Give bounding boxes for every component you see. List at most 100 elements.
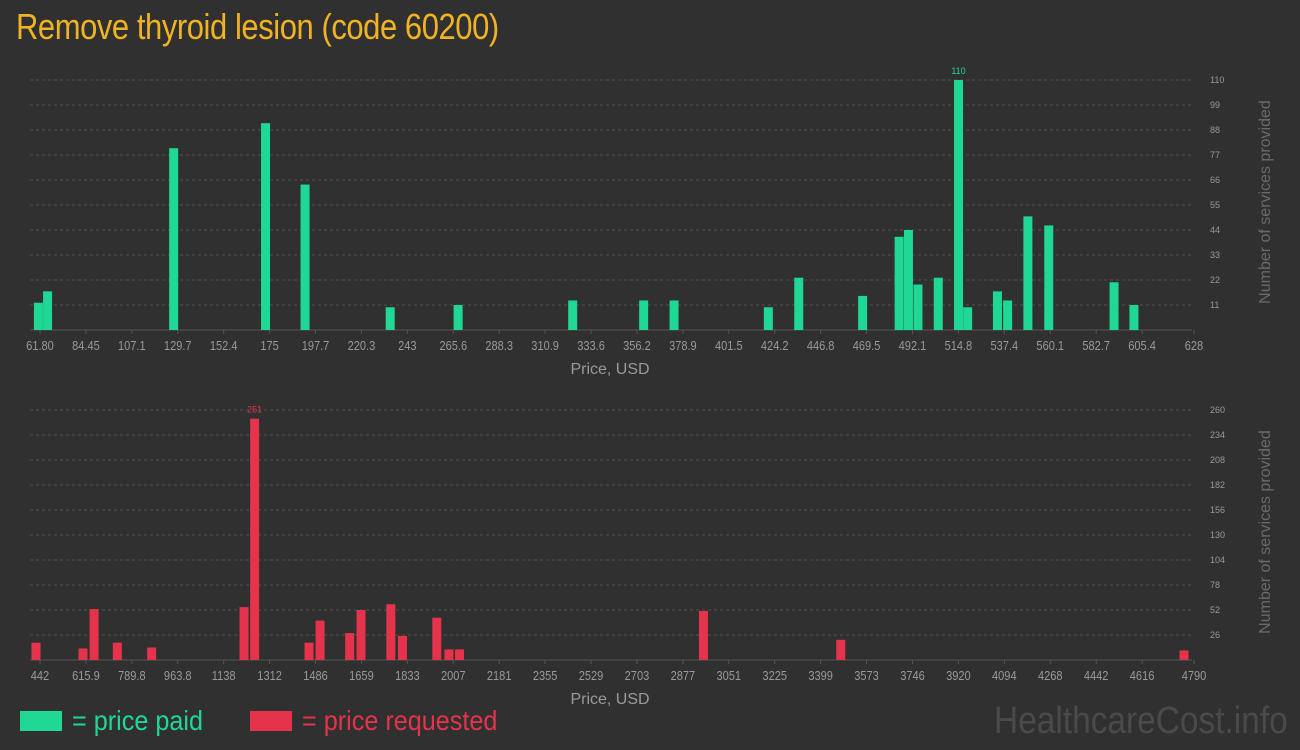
paid-x-tick-label: 356.2 [623,338,651,353]
requested-y-tick-label: 260 [1210,405,1225,415]
paid-x-tick-label: 446.8 [807,338,835,353]
paid-bar [858,295,868,330]
requested-x-tick-label: 1486 [303,668,328,683]
paid-bar [1044,225,1054,330]
page-title: Remove thyroid lesion (code 60200) [16,6,499,47]
paid-bar [992,291,1002,330]
paid-y-tick-label: 66 [1210,175,1220,185]
paid-bar [1109,282,1119,330]
requested-bar [345,633,355,660]
requested-x-tick-label: 3225 [762,668,787,683]
requested-bar [239,607,249,660]
paid-y-tick-label: 77 [1210,150,1220,160]
requested-bar [147,647,157,660]
paid-x-tick-label: 492.1 [899,338,927,353]
paid-x-tick-label: 333.6 [577,338,605,353]
paid-x-tick-label: 424.2 [761,338,789,353]
requested-bar [112,642,122,660]
requested-bar [1179,650,1189,660]
requested-x-tick-label: 789.8 [118,668,146,683]
requested-y-tick-label: 26 [1210,630,1220,640]
paid-bar [763,307,773,330]
requested-x-tick-label: 2877 [671,668,696,683]
requested-x-tick-label: 442 [31,668,50,683]
requested-x-tick-label: 4442 [1084,668,1109,683]
requested-x-tick-label: 3399 [808,668,833,683]
requested-x-tick-label: 4790 [1182,668,1207,683]
requested-bar [698,610,708,660]
legend-swatch-requested [250,711,292,731]
requested-x-tick-label: 4616 [1130,668,1155,683]
paid-bar [963,307,973,330]
requested-bar [315,620,325,660]
requested-y-tick-label: 104 [1210,555,1225,565]
legend-swatch-paid [20,711,62,731]
paid-x-tick-label: 582.7 [1082,338,1110,353]
paid-bar [261,123,271,330]
paid-x-tick-label: 84.45 [72,338,100,353]
requested-x-tick-label: 3051 [717,668,742,683]
paid-x-tick-label: 514.8 [945,338,973,353]
paid-bar [385,307,395,330]
paid-y-tick-label: 55 [1210,200,1220,210]
paid-y-tick-label: 88 [1210,125,1220,135]
requested-x-tick-label: 2355 [533,668,558,683]
paid-y-tick-label: 22 [1210,275,1220,285]
requested-bar [31,642,41,660]
requested-y-tick-label: 130 [1210,530,1225,540]
price-paid-chart: 11 22 33 44 55 66 77 88 99 110 61.80 84.45 107.1 129.… [26,66,1274,378]
paid-bar [1129,305,1139,330]
requested-x-tick-label: 2703 [625,668,650,683]
requested-x-tick-label: 2181 [487,668,512,683]
paid-bar [933,277,943,330]
paid-x-tick-label: 129.7 [164,338,192,353]
paid-x-tick-label: 378.9 [669,338,697,353]
paid-bar [1003,300,1013,330]
paid-bar [639,300,649,330]
paid-bar [669,300,679,330]
requested-x-tick-label: 1312 [257,668,282,683]
requested-x-tick-label: 963.8 [164,668,192,683]
requested-x-tick-label: 2529 [579,668,604,683]
paid-x-tick-label: 265.6 [439,338,467,353]
requested-x-tick-label: 1138 [212,668,236,683]
requested-bar [356,610,366,660]
paid-y-tick-label: 44 [1210,225,1220,235]
paid-y-tick-label: 99 [1210,100,1220,110]
paid-bar [300,184,310,330]
requested-x-tick-label: 3746 [900,668,925,683]
watermark: HealthcareCost.info [994,700,1288,742]
requested-bar [455,649,465,660]
requested-y-tick-label: 156 [1210,505,1225,515]
requested-bar [386,604,396,660]
requested-y-tick-label: 182 [1210,480,1225,490]
requested-x-tick-label: 3920 [946,668,971,683]
paid-y-tick-label: 33 [1210,250,1220,260]
paid-x-tick-label: 401.5 [715,338,743,353]
paid-bar [913,284,923,330]
requested-x-tick-label: 4094 [992,668,1017,683]
requested-y-tick-label: 78 [1210,580,1220,590]
paid-bar [33,302,43,330]
paid-bar [903,230,913,330]
paid-bar [894,236,904,330]
legend-label-paid: = price paid [72,705,203,736]
requested-y-tick-label: 52 [1210,605,1220,615]
requested-y-axis-title: Number of services provided [1257,430,1274,634]
paid-x-tick-label: 61.80 [26,338,54,353]
paid-x-tick-label: 537.4 [991,338,1019,353]
paid-x-tick-label: 310.9 [531,338,559,353]
requested-x-tick-label: 3573 [854,668,879,683]
paid-x-tick-label: 175 [260,338,279,353]
paid-x-tick-label: 288.3 [485,338,513,353]
requested-x-tick-label: 4268 [1038,668,1063,683]
requested-x-tick-label: 2007 [441,668,466,683]
paid-x-tick-label: 243 [398,338,417,353]
paid-max-value-label: 110 [951,66,965,76]
requested-bar [432,617,442,660]
paid-bar [43,291,53,330]
paid-bar [954,80,964,330]
paid-x-tick-label: 560.1 [1036,338,1064,353]
paid-bar [453,305,463,330]
legend-label-requested: = price requested [302,705,498,736]
